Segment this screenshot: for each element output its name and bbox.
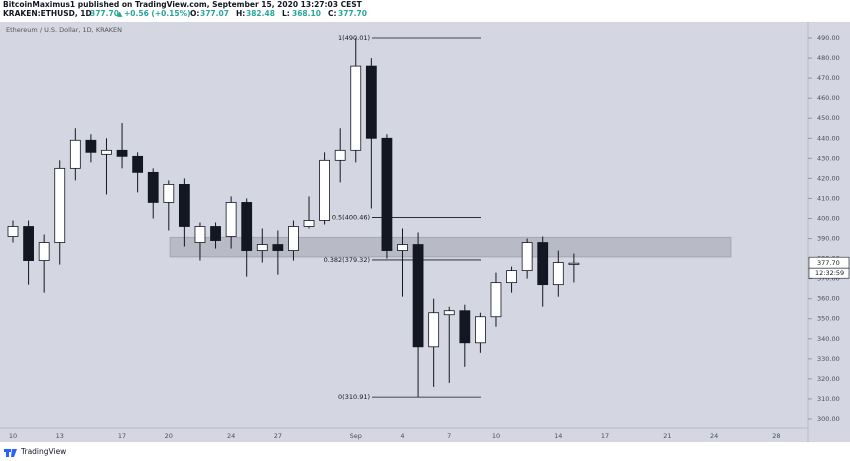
- countdown-box: [808, 267, 850, 279]
- y-tick-label: 340.00: [817, 335, 840, 343]
- x-tick-label: 24: [227, 432, 235, 440]
- x-tick-label: 10: [492, 432, 500, 440]
- x-tick-label: 21: [663, 432, 671, 440]
- footer-bg: [0, 442, 850, 461]
- x-tick-label: Sep: [350, 432, 362, 440]
- candle-body: [319, 159, 331, 221]
- y-tick-label: 300.00: [817, 415, 840, 423]
- header-bg: [0, 0, 850, 22]
- x-tick-label: 28: [772, 432, 780, 440]
- candle-body: [116, 149, 128, 157]
- candle-body: [365, 65, 377, 139]
- ohlc-value: 377.07: [200, 9, 229, 18]
- candle-body: [23, 226, 34, 261]
- candle-body: [147, 171, 159, 203]
- change: +0.56 (+0.15%): [124, 9, 191, 18]
- candle-body: [132, 155, 144, 173]
- y-tick-label: 420.00: [817, 174, 840, 182]
- x-tick-label: 13: [56, 432, 64, 440]
- chart-title: Ethereum / U.S. Dollar, 1D, KRAKEN: [6, 26, 122, 34]
- candle-body: [69, 139, 81, 169]
- y-tick-label: 410.00: [817, 194, 840, 202]
- candle-body: [412, 244, 424, 348]
- chart-bg: [0, 22, 850, 442]
- candle-body: [397, 244, 408, 251]
- candle-body: [568, 262, 580, 265]
- candle-body: [256, 244, 268, 251]
- fib-label: 0.5(400.46): [332, 214, 370, 222]
- y-tick-label: 360.00: [817, 295, 840, 303]
- last: 377.70: [90, 9, 119, 18]
- candle-body: [7, 226, 19, 237]
- x-tick-label: 24: [710, 432, 718, 440]
- ohlc-value: 382.48: [246, 9, 275, 18]
- candle-body: [178, 183, 190, 227]
- x-tick-label: 20: [165, 432, 173, 440]
- candle-body: [443, 310, 455, 316]
- ohlc-label: C:: [328, 9, 337, 18]
- fib-label: 0(310.91): [338, 393, 370, 401]
- ohlc-value: 377.70: [338, 9, 367, 18]
- y-tick-label: 310.00: [817, 395, 840, 403]
- y-tick-label: 470.00: [817, 74, 840, 82]
- candle-body: [428, 312, 440, 348]
- symbol: KRAKEN:ETHUSD, 1D: [3, 9, 92, 18]
- y-tick-label: 450.00: [817, 114, 840, 122]
- ohlc-label: H:: [236, 9, 245, 18]
- candle-body: [521, 242, 533, 272]
- x-tick-label: 27: [274, 432, 282, 440]
- last-price-label: 377.70: [817, 259, 840, 267]
- candle-body: [225, 202, 237, 237]
- candle-body: [381, 137, 393, 251]
- candle-body: [210, 226, 221, 241]
- candle-body: [537, 242, 549, 286]
- x-tick-label: 17: [601, 432, 609, 440]
- candle-body: [163, 183, 175, 203]
- brand: TradingView: [20, 447, 66, 456]
- y-tick-label: 480.00: [817, 54, 840, 62]
- y-tick-label: 320.00: [817, 375, 840, 383]
- y-tick-label: 430.00: [817, 154, 840, 162]
- zone: [169, 236, 732, 258]
- y-tick-label: 330.00: [817, 355, 840, 363]
- x-tick-label: 10: [9, 432, 17, 440]
- candle-body: [272, 244, 284, 251]
- arrow: ▲: [117, 10, 123, 18]
- candle-body: [303, 220, 315, 227]
- candle-body: [490, 282, 502, 318]
- candle-body: [38, 242, 50, 261]
- candle-body: [54, 167, 66, 243]
- y-tick-label: 370.00: [817, 275, 840, 283]
- candle-body: [334, 149, 346, 161]
- logo: [4, 449, 17, 457]
- y-tick-label: 390.00: [817, 235, 840, 243]
- publisher: BitcoinMaximus1 published on TradingView…: [3, 0, 363, 9]
- y-tick-label: 400.00: [817, 214, 840, 222]
- y-tick-label: 490.00: [817, 34, 840, 42]
- x-tick-label: 7: [447, 432, 451, 440]
- x-tick-label: 14: [554, 432, 562, 440]
- ohlc-value: 368.10: [292, 9, 321, 18]
- candle-body: [350, 65, 362, 151]
- y-tick-label: 440.00: [817, 134, 840, 142]
- candle-body: [552, 262, 564, 286]
- candle-body: [288, 226, 299, 251]
- candle-body: [459, 310, 471, 344]
- x-tick-label: 17: [118, 432, 126, 440]
- candle-body: [194, 226, 206, 243]
- candle-body: [85, 139, 97, 153]
- candle-body: [506, 270, 517, 284]
- y-tick-label: 460.00: [817, 94, 840, 102]
- candle-body: [474, 316, 486, 344]
- fib-label: 0.382(379.32): [324, 256, 370, 264]
- fib-label: 1(490.01): [338, 34, 370, 42]
- x-tick-label: 4: [400, 432, 404, 440]
- candle-body: [101, 149, 112, 155]
- candle-body: [241, 202, 253, 251]
- ohlc-label: L:: [282, 9, 290, 18]
- ohlc-label: O:: [190, 9, 199, 18]
- y-tick-label: 350.00: [817, 315, 840, 323]
- countdown: 12:32:59: [815, 269, 844, 277]
